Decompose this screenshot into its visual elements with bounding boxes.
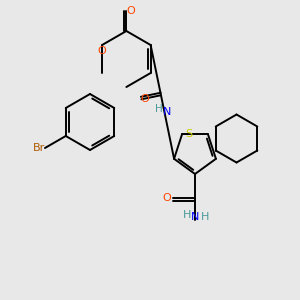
Text: S: S xyxy=(185,129,193,139)
Text: N: N xyxy=(163,107,171,117)
Text: H: H xyxy=(155,104,163,114)
Text: H: H xyxy=(183,210,191,220)
Text: O: O xyxy=(98,46,106,56)
Text: O: O xyxy=(126,6,135,16)
Text: O: O xyxy=(140,94,149,104)
Text: H: H xyxy=(201,212,209,222)
Text: N: N xyxy=(191,212,199,222)
Text: Br: Br xyxy=(33,143,45,153)
Text: O: O xyxy=(163,193,171,203)
